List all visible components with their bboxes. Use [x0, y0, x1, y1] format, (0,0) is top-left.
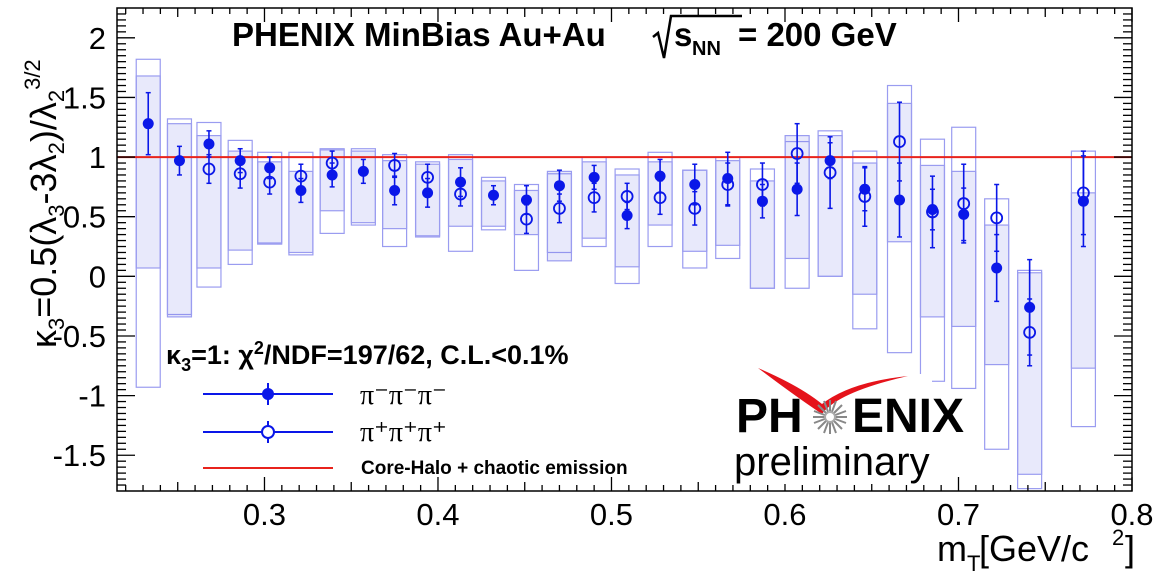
data-point-pi-minus: [357, 165, 369, 177]
data-point-pi-minus: [689, 179, 701, 191]
data-point-pi-plus: [790, 147, 804, 160]
legend: κ3=1: χ2/NDF=197/62, C.L.<0.1% π⁻π⁻π⁻ π⁺…: [166, 338, 628, 479]
legend-marker-filled: [262, 388, 274, 400]
data-point-pi-minus: [654, 170, 666, 182]
x-tick-label: 0.4: [416, 497, 459, 532]
data-point-pi-plus: [202, 162, 216, 176]
data-point-pi-minus: [142, 118, 154, 130]
logo-subtitle: preliminary: [734, 440, 930, 484]
data-point-pi-plus: [721, 178, 735, 191]
legend-label-pi-minus: π⁻π⁻π⁻: [360, 380, 447, 411]
y-tick-label: -1.5: [53, 438, 106, 473]
svg-text:κ3=0.5(λ3-3λ2)/λ23/2: κ3=0.5(λ3-3λ2)/λ23/2: [20, 59, 69, 348]
chart-title-tail: = 200 GeV: [738, 16, 897, 53]
phenix-logo: PH ENIX preliminary: [734, 368, 964, 484]
chart-title: PHENIX MinBias Au+Au s NN = 200 GeV: [232, 14, 897, 60]
plot-frame: [116, 7, 1133, 492]
data-point-pi-plus: [926, 205, 939, 219]
plot-area: [117, 58, 1132, 490]
data-point-pi-plus: [587, 191, 601, 205]
x-axis-title: m T [GeV/c 2 ]: [937, 525, 1135, 576]
data-point-pi-minus: [422, 187, 434, 199]
data-point-pi-plus: [294, 169, 308, 183]
y-tick-label: 1: [89, 140, 106, 175]
chart-title-main: PHENIX MinBias Au+Au: [232, 16, 606, 53]
legend-marker-open: [261, 425, 275, 439]
data-point-pi-minus: [203, 138, 215, 150]
x-title-sub: T: [967, 551, 980, 576]
data-point-pi-plus: [756, 178, 769, 191]
data-point-pi-minus: [488, 189, 500, 201]
data-point-pi-minus: [295, 184, 307, 196]
data-point-pi-plus: [823, 166, 837, 179]
data-point-pi-minus: [588, 171, 600, 183]
x-title-tail: [GeV/c: [979, 528, 1089, 569]
chart-title-sqrt: s: [674, 16, 692, 53]
x-title-close: ]: [1125, 528, 1135, 569]
legend-entry-pi-plus: π⁺π⁺π⁺: [203, 417, 447, 448]
data-point-pi-minus: [173, 155, 185, 167]
data-point-pi-plus: [325, 156, 339, 170]
data-point-pi-minus: [991, 262, 1003, 274]
y-tick-label: 1.5: [63, 80, 106, 115]
data-point-pi-plus: [858, 190, 872, 203]
data-point-pi-plus: [553, 201, 566, 215]
x-title-main: m: [937, 528, 967, 569]
data-point-pi-minus: [389, 184, 401, 196]
data-point-pi-plus: [688, 201, 702, 215]
data-point-pi-plus: [233, 167, 247, 181]
data-point-pi-minus: [791, 183, 803, 195]
data-point-pi-plus: [263, 175, 277, 189]
data-point-pi-minus: [553, 180, 565, 192]
y-tick-label: -1: [78, 379, 106, 414]
data-point-pi-plus: [893, 135, 906, 148]
x-tick-label: 0.6: [763, 497, 806, 532]
data-point-pi-plus: [1077, 186, 1090, 200]
legend-label-pi-plus: π⁺π⁺π⁺: [360, 417, 447, 448]
data-point-pi-plus: [520, 212, 533, 226]
data-point-pi-plus: [620, 190, 634, 203]
data-point-pi-plus: [653, 191, 667, 205]
x-title-sup: 2: [1112, 525, 1124, 550]
y-tick-label: -0.5: [53, 319, 106, 354]
y-tick-label: 0.5: [63, 200, 106, 235]
data-point-pi-plus: [454, 187, 467, 201]
chart-title-sqrt-sub: NN: [692, 38, 721, 60]
y-title-kappa: κ: [23, 329, 64, 348]
x-tick-label: 0.7: [937, 497, 980, 532]
data-point-pi-minus: [264, 162, 276, 174]
legend-header: κ3=1: χ2/NDF=197/62, C.L.<0.1%: [166, 338, 569, 375]
data-point-pi-plus: [421, 170, 434, 184]
x-tick-label: 0.5: [590, 497, 633, 532]
logo-sunburst-icon: [813, 400, 847, 434]
y-tick-label: 2: [89, 21, 106, 56]
data-point-pi-plus: [388, 159, 402, 172]
logo-name-right: ENIX: [852, 390, 964, 443]
y-axis-title: κ3=0.5(λ3-3λ2)/λ23/2: [20, 59, 69, 348]
data-point-pi-minus: [894, 194, 906, 206]
logo-name-left: PH: [736, 390, 803, 443]
data-point-pi-plus: [1023, 325, 1037, 339]
data-point-pi-plus: [990, 211, 1004, 225]
legend-entry-core-halo: Core-Halo + chaotic emission: [203, 458, 628, 479]
x-tick-label: 0.8: [1110, 497, 1153, 532]
legend-label-core-halo: Core-Halo + chaotic emission: [361, 458, 628, 479]
data-point-pi-plus: [957, 197, 971, 210]
axes: 0.3 0.4 0.5 0.6 0.7 0.8 2 1.5 1 0.5 0 -0.5 -1 -1.5: [53, 7, 1154, 532]
x-tick-label: 0.3: [243, 497, 286, 532]
data-point-pi-minus: [520, 194, 532, 206]
legend-entry-pi-minus: π⁻π⁻π⁻: [203, 380, 447, 411]
y-tick-label: 0: [89, 259, 106, 294]
data-point-pi-minus: [621, 210, 633, 222]
